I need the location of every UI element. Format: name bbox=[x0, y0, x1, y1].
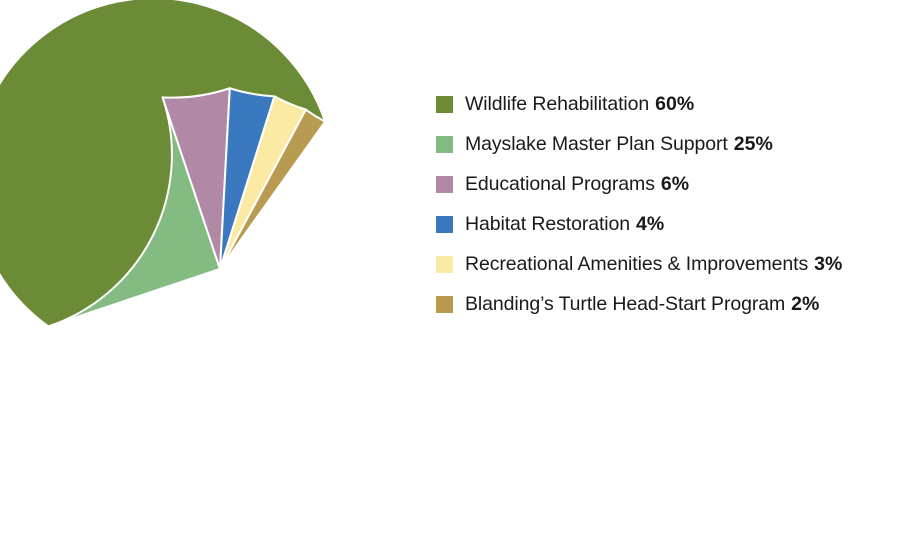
legend-swatch bbox=[436, 135, 453, 153]
legend-label: Recreational Amenities & Improvements bbox=[465, 252, 809, 275]
legend-value: 4% bbox=[636, 212, 665, 235]
legend-swatch bbox=[436, 255, 453, 273]
legend-swatch bbox=[436, 175, 453, 193]
chart-legend: Wildlife Rehabilitation 60% Mayslake Maste… bbox=[436, 84, 896, 324]
legend-item: Mayslake Master Plan Support 25% bbox=[436, 124, 896, 164]
pie-slice-5 bbox=[219, 108, 327, 270]
legend-item: Educational Programs 6% bbox=[436, 164, 896, 204]
legend-label: Mayslake Master Plan Support bbox=[465, 132, 728, 155]
legend-label: Blanding’s Turtle Head-Start Program bbox=[465, 292, 786, 315]
legend-label: Wildlife Rehabilitation bbox=[465, 92, 650, 115]
legend-swatch bbox=[436, 95, 453, 113]
legend-value: 60% bbox=[655, 92, 695, 115]
pie-slice-0 bbox=[0, 0, 327, 328]
legend-value: 25% bbox=[733, 132, 773, 155]
legend-item: Recreational Amenities & Improvements 3% bbox=[436, 244, 896, 284]
legend-value: 3% bbox=[814, 252, 843, 275]
legend-swatch bbox=[436, 295, 453, 313]
legend-label: Educational Programs bbox=[465, 172, 655, 195]
legend-label: Habitat Restoration bbox=[465, 212, 631, 235]
pie-slice-1 bbox=[47, 96, 221, 328]
legend-item: Blanding’s Turtle Head-Start Program 2% bbox=[436, 284, 896, 324]
legend-value: 2% bbox=[791, 292, 820, 315]
legend-value: 6% bbox=[660, 172, 690, 195]
legend-item: Habitat Restoration 4% bbox=[436, 204, 896, 244]
legend-swatch bbox=[436, 215, 453, 233]
legend-item: Wildlife Rehabilitation 60% bbox=[436, 84, 896, 124]
